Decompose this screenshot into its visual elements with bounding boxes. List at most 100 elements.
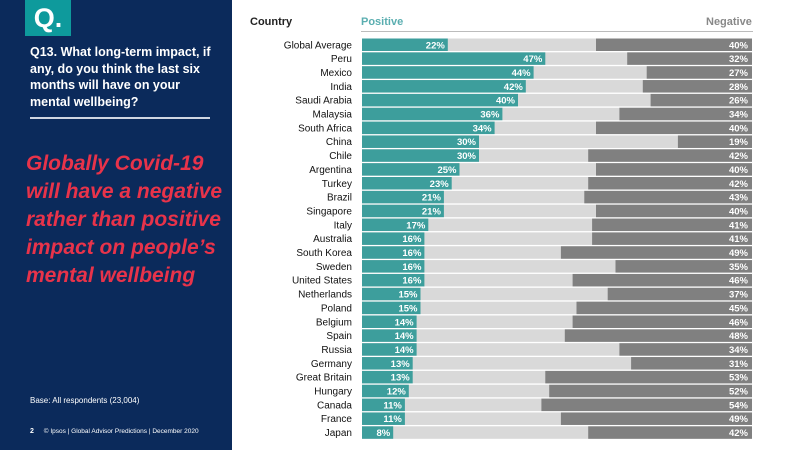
positive-bar bbox=[362, 426, 394, 439]
negative-bar bbox=[627, 52, 752, 65]
negative-value-label: 49% bbox=[729, 248, 749, 259]
country-label: Hungary bbox=[314, 387, 352, 398]
negative-value-label: 46% bbox=[729, 276, 749, 287]
negative-bar bbox=[615, 260, 752, 273]
negative-value-label: 41% bbox=[729, 234, 749, 245]
negative-bar bbox=[588, 149, 752, 162]
negative-value-label: 43% bbox=[729, 193, 749, 204]
footer: 2 © Ipsos | Global Advisor Predictions |… bbox=[30, 428, 199, 435]
negative-bar bbox=[560, 246, 752, 259]
positive-value-label: 11% bbox=[383, 400, 402, 411]
negative-header: Negative bbox=[706, 16, 752, 28]
positive-bar bbox=[362, 204, 444, 218]
positive-value-label: 34% bbox=[473, 123, 493, 134]
negative-value-label: 40% bbox=[729, 40, 749, 51]
negative-value-label: 34% bbox=[729, 110, 749, 121]
positive-bar bbox=[362, 260, 425, 273]
positive-bar bbox=[362, 273, 425, 287]
negative-bar bbox=[592, 232, 752, 245]
negative-value-label: 40% bbox=[729, 123, 749, 134]
country-label: United States bbox=[292, 276, 352, 287]
negative-bar bbox=[596, 38, 752, 51]
page-number: 2 bbox=[30, 428, 34, 435]
country-label: Argentina bbox=[309, 165, 352, 176]
country-label: Mexico bbox=[320, 68, 352, 79]
negative-value-label: 40% bbox=[729, 206, 749, 217]
negative-value-label: 40% bbox=[729, 165, 749, 176]
negative-bar bbox=[677, 135, 752, 148]
positive-bar bbox=[362, 398, 405, 412]
negative-value-label: 54% bbox=[729, 400, 749, 411]
positive-bar bbox=[362, 190, 444, 204]
country-label: Sweden bbox=[316, 262, 352, 273]
negative-value-label: 27% bbox=[729, 68, 749, 79]
headline: Globally Covid-19 will have a negative r… bbox=[26, 152, 223, 287]
country-label: Australia bbox=[313, 234, 352, 245]
positive-bar bbox=[362, 218, 429, 232]
positive-value-label: 11% bbox=[383, 414, 402, 425]
positive-value-label: 21% bbox=[422, 193, 442, 204]
negative-value-label: 48% bbox=[729, 331, 749, 342]
country-label: Great Britain bbox=[296, 373, 352, 384]
negative-bar bbox=[592, 218, 752, 232]
positive-value-label: 40% bbox=[496, 96, 516, 107]
negative-bar bbox=[596, 204, 752, 218]
positive-bar bbox=[362, 329, 417, 342]
positive-value-label: 13% bbox=[391, 359, 411, 370]
positive-header: Positive bbox=[361, 16, 404, 28]
country-label: China bbox=[326, 137, 353, 148]
positive-bar bbox=[362, 232, 425, 245]
negative-bar bbox=[541, 398, 752, 412]
negative-value-label: 19% bbox=[729, 137, 749, 148]
positive-bar bbox=[362, 66, 534, 79]
positive-value-label: 23% bbox=[430, 179, 450, 190]
negative-bar bbox=[631, 357, 752, 370]
country-label: France bbox=[321, 414, 353, 425]
header-divider bbox=[361, 31, 753, 32]
country-header: Country bbox=[250, 16, 293, 28]
positive-value-label: 17% bbox=[406, 220, 426, 231]
country-label: Global Average bbox=[284, 40, 353, 51]
positive-value-label: 16% bbox=[402, 262, 422, 273]
positive-bar bbox=[362, 246, 425, 259]
country-label: Canada bbox=[317, 400, 352, 411]
positive-bar bbox=[362, 149, 479, 162]
positive-value-label: 14% bbox=[395, 317, 415, 328]
negative-bar bbox=[588, 177, 752, 190]
positive-value-label: 21% bbox=[422, 206, 442, 217]
country-label: Brazil bbox=[327, 193, 352, 204]
negative-value-label: 49% bbox=[729, 414, 749, 425]
country-label: Italy bbox=[334, 220, 352, 231]
positive-bar bbox=[362, 357, 413, 370]
positive-bar bbox=[362, 80, 526, 93]
country-label: Chile bbox=[329, 151, 352, 162]
positive-bar bbox=[362, 412, 405, 425]
country-label: Singapore bbox=[306, 206, 352, 217]
negative-bar bbox=[584, 190, 752, 204]
negative-value-label: 31% bbox=[729, 359, 749, 370]
base-note: Base: All respondents (23,004) bbox=[30, 396, 140, 405]
country-label: Germany bbox=[311, 359, 352, 370]
positive-value-label: 36% bbox=[480, 110, 500, 121]
positive-value-label: 13% bbox=[391, 373, 411, 384]
country-label: Japan bbox=[325, 428, 352, 439]
country-label: Russia bbox=[321, 345, 352, 356]
country-label: India bbox=[330, 82, 352, 93]
negative-bar bbox=[607, 287, 752, 301]
positive-bar bbox=[362, 343, 417, 356]
country-label: South Africa bbox=[298, 123, 352, 134]
positive-value-label: 12% bbox=[387, 387, 407, 398]
negative-bar bbox=[619, 343, 752, 356]
negative-bar bbox=[560, 412, 752, 425]
positive-value-label: 8% bbox=[376, 428, 390, 439]
ipsos-q-logo: Q. bbox=[25, 0, 71, 36]
negative-value-label: 52% bbox=[729, 387, 749, 398]
negative-bar bbox=[545, 370, 752, 384]
positive-value-label: 15% bbox=[398, 303, 418, 314]
positive-value-label: 14% bbox=[395, 331, 415, 342]
negative-value-label: 53% bbox=[729, 373, 749, 384]
negative-bar bbox=[642, 80, 752, 93]
country-label: Poland bbox=[321, 303, 352, 314]
negative-value-label: 46% bbox=[729, 317, 749, 328]
